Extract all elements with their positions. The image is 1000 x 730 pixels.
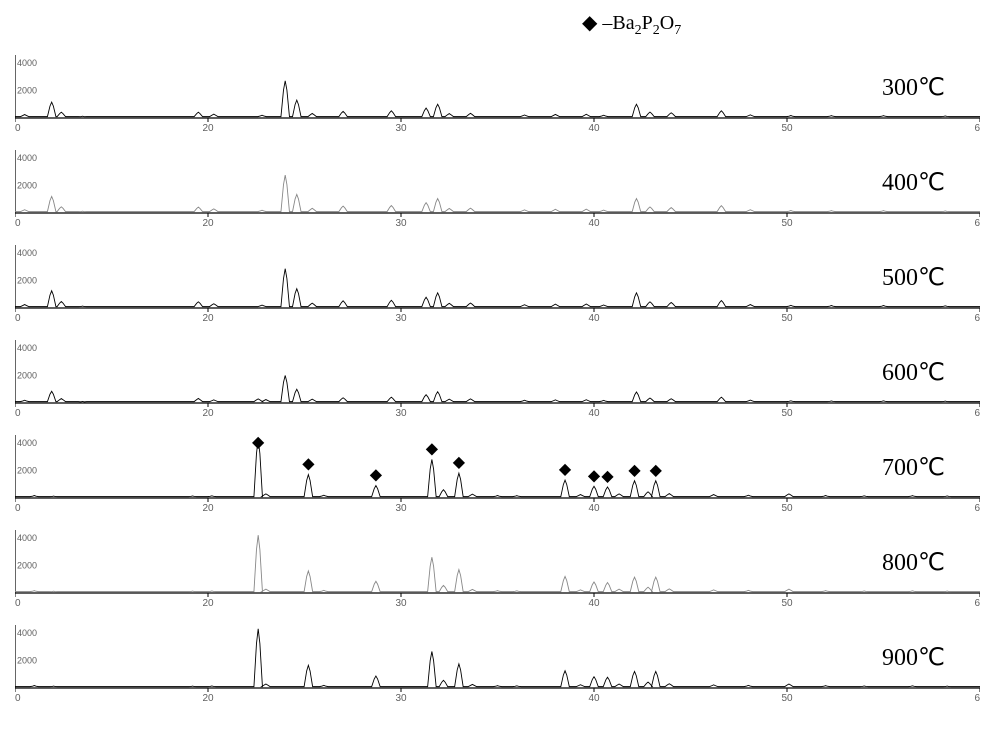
xrd-panel: 10 20 30 40 50 60 2000 4000 <box>15 530 980 614</box>
svg-text:50: 50 <box>781 123 793 134</box>
panel-temp-label: 900℃ <box>882 643 945 672</box>
svg-text:40: 40 <box>588 693 600 704</box>
svg-text:30: 30 <box>395 123 407 134</box>
svg-text:2000: 2000 <box>17 180 37 190</box>
panel-temp-label: 400℃ <box>882 168 945 197</box>
svg-text:4000: 4000 <box>17 628 37 638</box>
svg-text:50: 50 <box>781 313 793 324</box>
svg-text:2000: 2000 <box>17 655 37 665</box>
peak-marker-icon: ◆ <box>426 440 439 457</box>
xrd-panel: 10 20 30 40 50 60 2000 4000 <box>15 55 980 139</box>
svg-text:60: 60 <box>974 408 980 419</box>
svg-text:50: 50 <box>781 503 793 514</box>
svg-text:10: 10 <box>15 598 21 609</box>
peak-marker-icon: ◆ <box>252 435 265 451</box>
svg-text:4000: 4000 <box>17 343 37 353</box>
svg-text:40: 40 <box>588 598 600 609</box>
svg-text:10: 10 <box>15 408 21 419</box>
xrd-panel: 10203040506020004000◆◆◆◆◆◆◆◆◆◆ <box>15 435 980 519</box>
peak-marker-icon: ◆ <box>588 467 601 484</box>
svg-text:40: 40 <box>588 408 600 419</box>
svg-text:2000: 2000 <box>17 465 37 475</box>
panel-temp-label: 500℃ <box>882 263 945 292</box>
svg-text:2000: 2000 <box>17 370 37 380</box>
svg-text:30: 30 <box>395 408 407 419</box>
peak-marker-icon: ◆ <box>559 461 572 478</box>
svg-text:20: 20 <box>202 503 214 514</box>
legend: ◆ –Ba2P2O7 <box>582 10 681 39</box>
svg-text:40: 40 <box>588 218 600 229</box>
svg-text:60: 60 <box>974 123 980 134</box>
svg-text:40: 40 <box>588 503 600 514</box>
svg-text:50: 50 <box>781 693 793 704</box>
svg-text:4000: 4000 <box>17 58 37 68</box>
svg-text:20: 20 <box>202 313 214 324</box>
legend-text: –Ba2P2O7 <box>602 12 681 34</box>
svg-text:10: 10 <box>15 503 21 514</box>
svg-text:4000: 4000 <box>17 533 37 543</box>
peak-marker-icon: ◆ <box>628 462 641 479</box>
svg-text:60: 60 <box>974 503 980 514</box>
panel-temp-label: 300℃ <box>882 73 945 102</box>
peak-marker-icon: ◆ <box>453 454 466 471</box>
svg-text:40: 40 <box>588 123 600 134</box>
svg-text:30: 30 <box>395 313 407 324</box>
svg-text:60: 60 <box>974 313 980 324</box>
legend-marker: ◆ <box>582 12 597 34</box>
svg-text:50: 50 <box>781 598 793 609</box>
svg-text:60: 60 <box>974 598 980 609</box>
xrd-figure: { "figure": { "type": "xrd-stacked-line"… <box>0 0 1000 730</box>
svg-text:4000: 4000 <box>17 153 37 163</box>
svg-text:50: 50 <box>781 408 793 419</box>
svg-text:50: 50 <box>781 218 793 229</box>
svg-text:40: 40 <box>588 313 600 324</box>
svg-text:2000: 2000 <box>17 85 37 95</box>
panel-temp-label: 800℃ <box>882 548 945 577</box>
xrd-panel: 10 20 30 40 50 60 2000 4000 <box>15 245 980 329</box>
svg-text:10: 10 <box>15 313 21 324</box>
svg-text:60: 60 <box>974 693 980 704</box>
svg-text:10: 10 <box>15 123 21 134</box>
svg-text:2000: 2000 <box>17 560 37 570</box>
svg-text:30: 30 <box>395 693 407 704</box>
xrd-panel: 10 20 30 40 50 60 2000 4000 <box>15 150 980 234</box>
xrd-panel: 10 20 30 40 50 60 2000 4000 <box>15 340 980 424</box>
peak-marker-icon: ◆ <box>302 456 315 473</box>
svg-text:20: 20 <box>202 408 214 419</box>
svg-text:30: 30 <box>395 503 407 514</box>
svg-text:20: 20 <box>202 218 214 229</box>
svg-text:4000: 4000 <box>17 438 37 448</box>
svg-text:60: 60 <box>974 218 980 229</box>
svg-text:10: 10 <box>15 218 21 229</box>
svg-text:20: 20 <box>202 693 214 704</box>
panel-temp-label: 700℃ <box>882 453 945 482</box>
peak-marker-icon: ◆ <box>370 467 383 484</box>
svg-text:30: 30 <box>395 218 407 229</box>
svg-text:4000: 4000 <box>17 248 37 258</box>
svg-text:20: 20 <box>202 598 214 609</box>
svg-text:30: 30 <box>395 598 407 609</box>
panel-temp-label: 600℃ <box>882 358 945 387</box>
svg-text:2000: 2000 <box>17 275 37 285</box>
peak-marker-icon: ◆ <box>601 468 614 485</box>
svg-text:10: 10 <box>15 693 21 704</box>
svg-text:20: 20 <box>202 123 214 134</box>
peak-marker-icon: ◆ <box>650 462 663 479</box>
xrd-panel: 10 20 30 40 50 60 2000 4000 <box>15 625 980 709</box>
